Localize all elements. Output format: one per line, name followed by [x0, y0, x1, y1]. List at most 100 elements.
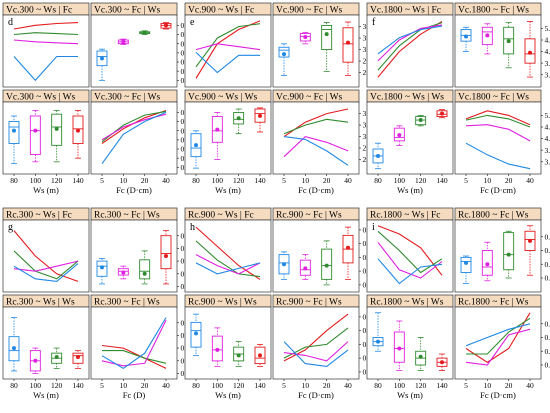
x-axis-label: Fc (D·cm)	[480, 185, 516, 195]
x-tick-label: 5	[100, 176, 104, 185]
series-line-red	[283, 313, 349, 362]
mean-dot	[121, 270, 126, 275]
series-line-red	[13, 230, 79, 282]
series-line-red	[377, 225, 443, 276]
series-line-red	[465, 110, 531, 126]
x-tick-label: 100	[394, 176, 406, 185]
panel-title: Rc.1800 ~ Ws | Fc	[370, 210, 440, 220]
mean-dot	[54, 126, 59, 131]
mean-dot	[76, 128, 80, 133]
x-tick-label: 80	[374, 176, 382, 185]
panel-title: Rc.900 ~ Fc | Ws	[276, 297, 342, 307]
series-line-blue	[465, 142, 531, 170]
mean-dot	[303, 266, 308, 271]
series-line-blue	[195, 51, 260, 74]
plot-frame	[366, 14, 454, 88]
x-tick-label: 20	[323, 176, 331, 185]
series-line-green	[195, 23, 261, 68]
series-line-green	[102, 350, 167, 364]
panel-V300-tr: Vc.300 ~ Fc | Ws0.300.350.400.450.500.55…	[90, 2, 194, 88]
panel-letter: i	[372, 222, 375, 233]
panel-title: Rc.1800 ~ Fc | Ws	[458, 210, 529, 220]
box	[29, 115, 41, 155]
plot-frame	[90, 306, 178, 380]
y-tick-label: 0.95	[545, 232, 550, 241]
panel-letter: g	[8, 222, 13, 233]
x-tick-label: 140	[436, 381, 448, 390]
mean-dot	[282, 52, 286, 57]
box	[481, 26, 493, 46]
x-axis-label: Ws (m)	[215, 390, 241, 400]
series-line-blue	[101, 111, 167, 165]
y-tick-label: 0.85	[545, 260, 550, 269]
y-tick-label: 0.85	[545, 347, 550, 356]
mean-dot	[215, 347, 220, 352]
y-tick-label: 0.90	[545, 246, 550, 255]
panel-title: Vc.1800 ~ Ws | Fc	[370, 5, 441, 15]
box	[436, 110, 448, 118]
x-axis-label: Ws (m)	[33, 185, 59, 195]
y-tick-label: 5.0	[545, 111, 550, 120]
series-line-magenta	[13, 260, 79, 272]
series-line-green	[13, 32, 79, 36]
mean-dot	[464, 34, 468, 39]
mean-dot	[464, 260, 468, 265]
x-tick-label: 10	[484, 176, 492, 185]
x-tick-label: 80	[192, 176, 200, 185]
x-tick-label: 40	[344, 381, 352, 390]
box	[321, 248, 333, 280]
series-line-blue	[13, 263, 79, 282]
figure-V1800: Vc.1800 ~ Ws | Fc Vc.1800 ~ Fc | Ws 3.0 3.5…	[366, 2, 550, 195]
mean-dot	[376, 339, 380, 344]
box	[190, 133, 202, 158]
mean-dot	[303, 34, 308, 39]
mean-dot	[485, 262, 490, 267]
x-tick-label: 20	[141, 176, 149, 185]
x-tick-label: 140	[254, 381, 266, 390]
figure-R1800: Rc.1800 ~ Ws | Fc Rc.1800 ~ Fc | Ws 0.80 0.…	[366, 207, 550, 400]
mean-dot	[258, 113, 262, 118]
mean-dot	[164, 23, 168, 28]
x-tick-label: 5	[282, 176, 286, 185]
panel-title: Vc.900 ~ Ws | Fc	[188, 5, 254, 15]
mean-dot	[397, 346, 402, 351]
mean-dot	[100, 265, 104, 270]
plot-frame	[2, 14, 90, 88]
box	[8, 336, 20, 362]
y-tick-label: 3.0	[545, 70, 550, 79]
x-axis-label: Fc (D·cm)	[116, 185, 152, 195]
x-tick-label: 40	[344, 176, 352, 185]
x-tick-label: 120	[51, 381, 63, 390]
panel-title: Vc.900 ~ Fc | Ws	[276, 92, 343, 102]
plot-frame	[272, 101, 360, 175]
panel-title: Vc.300 ~ Ws | Fc	[6, 5, 72, 15]
box	[321, 25, 333, 51]
x-tick-label: 140	[254, 176, 266, 185]
series-line-blue	[377, 258, 443, 285]
box	[96, 260, 108, 277]
figure-V300: Vc.300 ~ Ws | Fc Vc.300 ~ Fc | Ws0.300.35…	[2, 2, 208, 195]
series-line-green	[283, 118, 349, 135]
y-tick-label: 3.5	[545, 146, 550, 155]
x-tick-label: 40	[526, 381, 534, 390]
mean-dot	[33, 358, 38, 363]
series-line-magenta	[13, 39, 79, 45]
mean-dot	[282, 262, 286, 267]
panel-title: Vc.1800 ~ Fc | Ws	[458, 5, 529, 15]
panel-R300-bl: Rc.300 ~ Ws | Ws 80 100 120 140 Ws (m)	[2, 294, 90, 400]
series-line-red	[195, 226, 261, 280]
mean-dot	[121, 39, 126, 44]
panel-title: Rc.300 ~ Fc | Ws	[94, 297, 160, 307]
mean-dot	[258, 353, 262, 358]
panel-title: Rc.1800 ~ Ws | Ws	[370, 297, 444, 307]
x-axis-label: Ws (m)	[397, 390, 423, 400]
panel-title: Vc.300 ~ Fc | Ws	[94, 92, 161, 102]
series-line-blue	[195, 262, 261, 275]
panel-V1800-tl: Vc.1800 ~ Ws | Fc	[366, 2, 454, 88]
y-tick-label: 0.80	[545, 274, 550, 283]
plot-frame	[454, 219, 542, 293]
panel-title: Vc.900 ~ Ws | Ws	[188, 92, 258, 102]
x-tick-label: 10	[120, 381, 128, 390]
series-line-green	[13, 250, 79, 280]
panel-letter: d	[8, 17, 13, 28]
